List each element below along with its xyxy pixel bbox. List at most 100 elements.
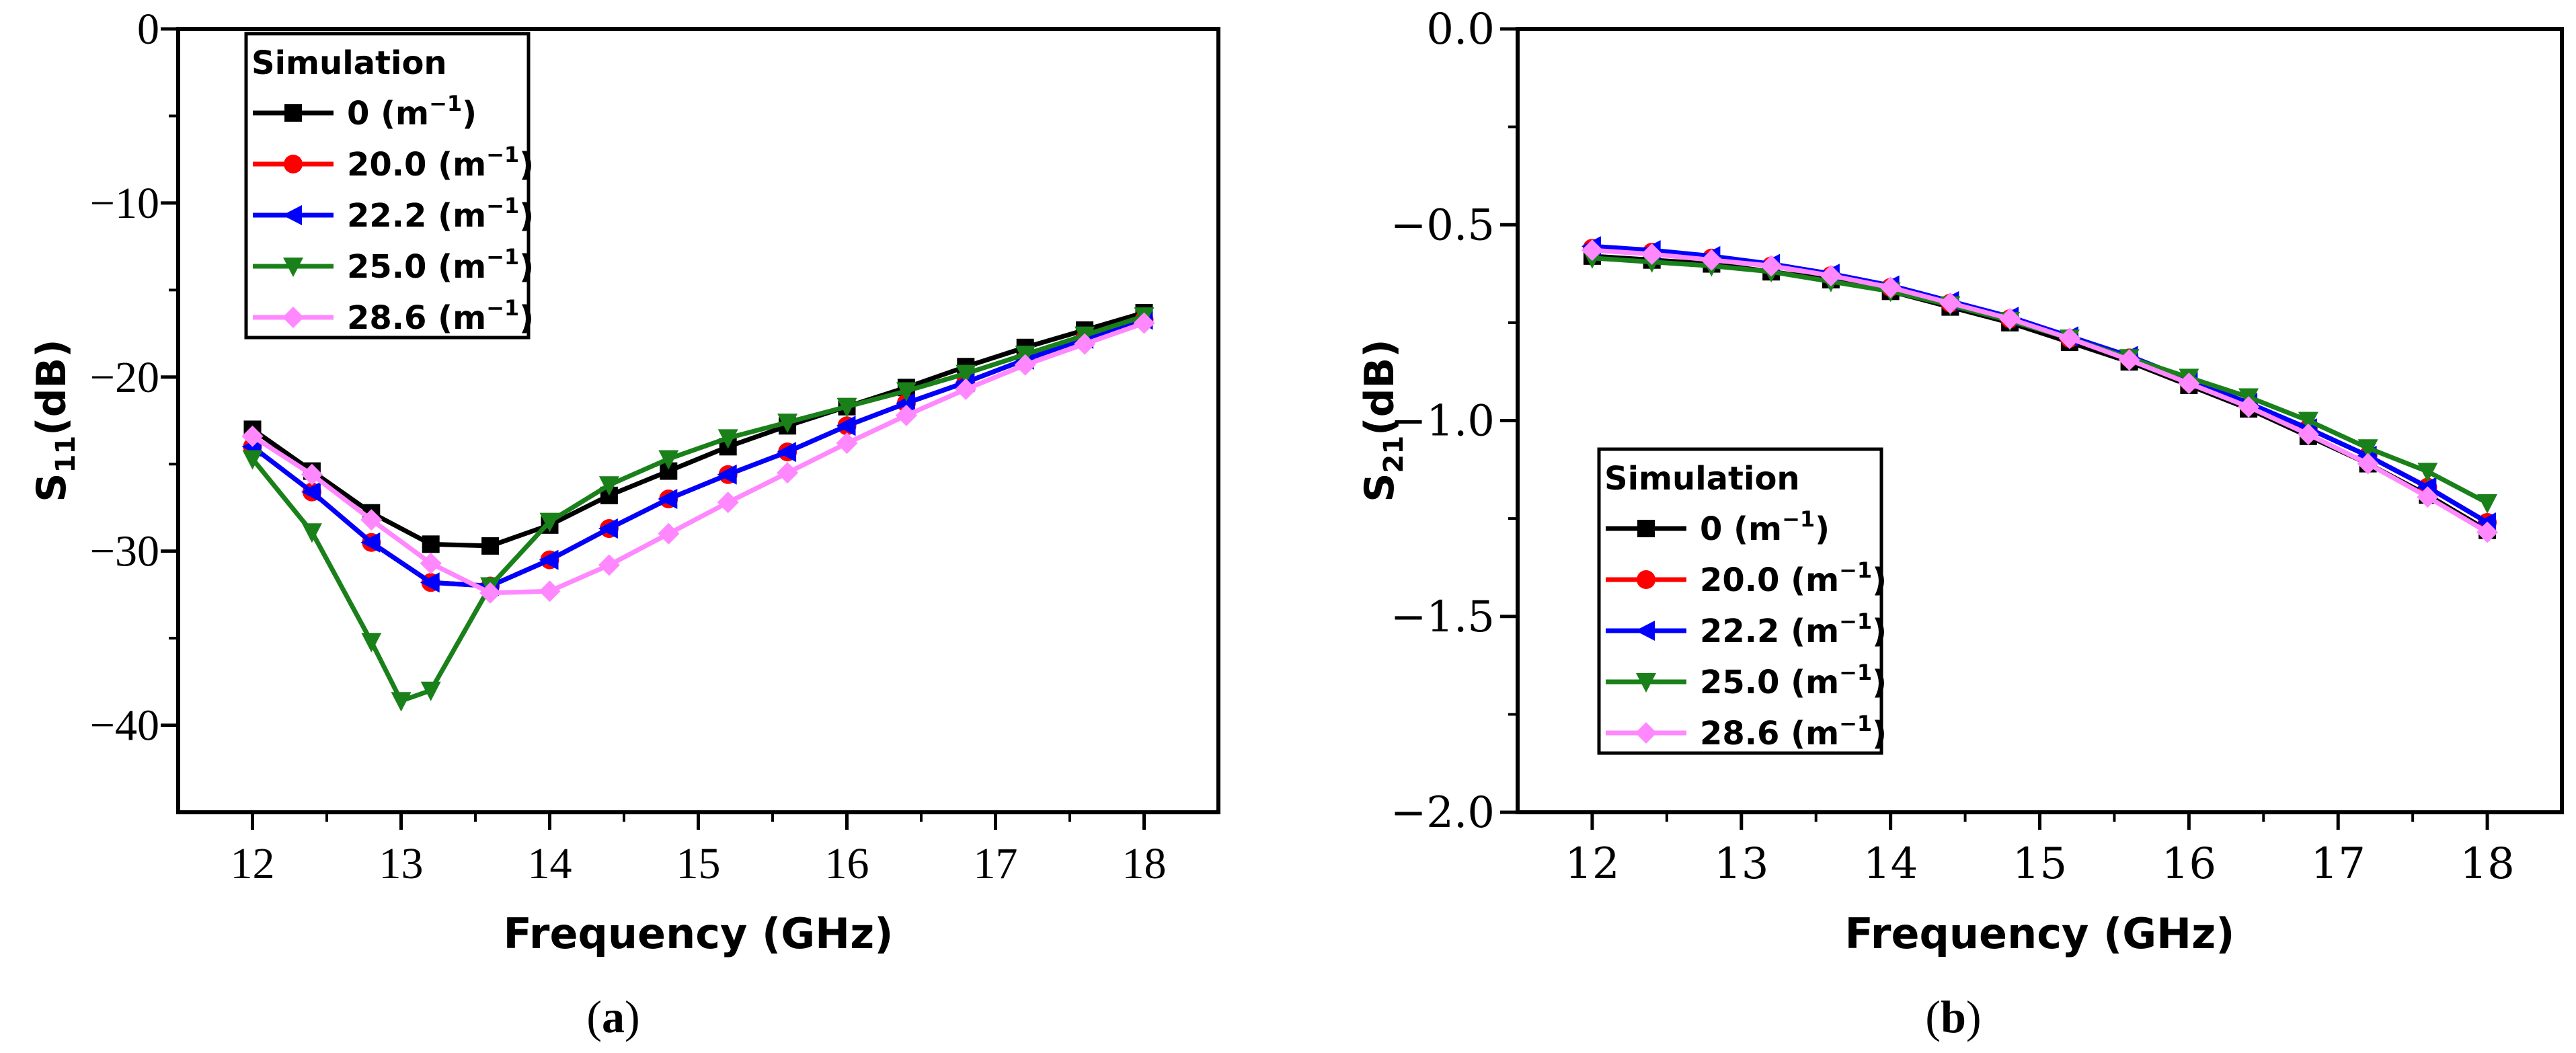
x-axis-label: Frequency (GHz) bbox=[503, 909, 893, 958]
x-tick-label: 15 bbox=[676, 839, 721, 888]
legend-item: 22.2 (m−1) bbox=[1606, 609, 1887, 650]
legend-label: 25.0 (m−1) bbox=[1700, 660, 1887, 701]
data-point bbox=[2058, 327, 2080, 350]
data-point bbox=[777, 462, 799, 484]
series-diamond bbox=[1581, 239, 2499, 543]
data-point bbox=[360, 532, 381, 553]
legend-label: 28.6 (m−1) bbox=[347, 295, 534, 337]
data-point bbox=[2417, 463, 2438, 483]
data-point bbox=[2298, 412, 2318, 432]
legend-label: 28.6 (m−1) bbox=[1700, 711, 1887, 752]
data-point bbox=[836, 416, 856, 436]
legend-label: 0 (m−1) bbox=[347, 91, 477, 132]
data-point bbox=[2238, 396, 2260, 418]
y-tick-label: 0 bbox=[137, 5, 159, 54]
data-point bbox=[2297, 423, 2319, 445]
legend-item: 20.0 (m−1) bbox=[1606, 557, 1887, 599]
y-tick-label: −10 bbox=[90, 179, 159, 228]
data-point bbox=[481, 537, 500, 555]
data-point bbox=[1581, 239, 1603, 262]
series-line bbox=[251, 317, 1145, 588]
legend-label: 0 (m−1) bbox=[1700, 506, 1830, 548]
legend-item: 0 (m−1) bbox=[253, 91, 477, 132]
y-axis-label: S11(dB) bbox=[28, 339, 81, 502]
data-point bbox=[1074, 333, 1096, 355]
data-point bbox=[301, 463, 323, 485]
data-point bbox=[717, 464, 737, 485]
data-point bbox=[895, 404, 917, 426]
y-tick-label: −0.5 bbox=[1391, 200, 1495, 250]
data-point bbox=[777, 442, 797, 463]
legend-item: 28.6 (m−1) bbox=[1606, 711, 1887, 752]
data-point bbox=[598, 518, 618, 539]
series-diamond bbox=[241, 312, 1155, 604]
data-point bbox=[1999, 308, 2021, 330]
legend-item: 20.0 (m−1) bbox=[253, 142, 534, 184]
data-point bbox=[361, 633, 382, 653]
series-line bbox=[251, 321, 1145, 596]
data-point bbox=[391, 692, 412, 712]
x-tick-label: 17 bbox=[974, 839, 1018, 888]
data-point bbox=[1939, 292, 1961, 314]
data-point bbox=[2357, 439, 2378, 459]
data-point bbox=[422, 535, 440, 553]
data-point bbox=[1701, 249, 1723, 271]
legend-marker bbox=[1635, 621, 1655, 641]
legend-title: Simulation bbox=[251, 44, 447, 82]
data-point bbox=[2476, 521, 2499, 543]
data-point bbox=[301, 481, 321, 502]
x-tick-label: 12 bbox=[231, 839, 275, 888]
legend-marker bbox=[284, 104, 302, 122]
data-point bbox=[539, 512, 560, 533]
data-point bbox=[955, 364, 976, 385]
legend-marker bbox=[1636, 673, 1656, 693]
series-group bbox=[1581, 236, 2499, 543]
panel-caption: (a) bbox=[586, 991, 639, 1042]
legend-marker bbox=[282, 205, 302, 225]
data-point bbox=[2357, 453, 2379, 475]
legend-label: 20.0 (m−1) bbox=[1700, 557, 1887, 599]
legend-marker bbox=[283, 258, 303, 277]
x-tick-label: 17 bbox=[2310, 839, 2365, 889]
x-tick-label: 14 bbox=[1863, 839, 1918, 889]
series-line bbox=[250, 313, 1145, 703]
legend: Simulation 0 (m−1) 20.0 (m−1) 22.2 (m−1) 25.… bbox=[1597, 447, 1887, 755]
y-tick-label: 0.0 bbox=[1426, 5, 1495, 54]
data-point bbox=[598, 554, 620, 576]
x-tick-label: 14 bbox=[528, 839, 572, 888]
series-line bbox=[251, 310, 1145, 549]
legend-label: 22.2 (m−1) bbox=[1700, 609, 1887, 650]
y-tick-label: −1.0 bbox=[1391, 397, 1495, 446]
data-point bbox=[955, 378, 977, 400]
panel-caption: (b) bbox=[1925, 991, 1981, 1042]
data-point bbox=[658, 450, 679, 470]
x-tick-label: 15 bbox=[2013, 839, 2067, 889]
legend-title: Simulation bbox=[1604, 460, 1800, 498]
legend-item: 0 (m−1) bbox=[1606, 506, 1830, 548]
x-axis-label: Frequency (GHz) bbox=[1844, 909, 2234, 958]
data-point bbox=[2417, 486, 2439, 508]
data-point bbox=[1760, 255, 1783, 277]
data-point bbox=[479, 582, 502, 604]
data-point bbox=[598, 476, 619, 496]
y-tick-label: −40 bbox=[90, 701, 159, 750]
x-tick-label: 18 bbox=[2460, 839, 2514, 889]
legend-marker bbox=[1637, 520, 1655, 537]
data-point bbox=[241, 425, 264, 447]
legend-item: 22.2 (m−1) bbox=[253, 193, 534, 235]
data-point bbox=[1820, 264, 1842, 286]
x-tick-label: 13 bbox=[379, 839, 424, 888]
y-tick-label: −1.5 bbox=[1391, 592, 1495, 642]
legend-marker bbox=[282, 307, 304, 328]
data-point bbox=[2178, 373, 2200, 395]
data-point bbox=[2118, 349, 2140, 371]
legend-label: 25.0 (m−1) bbox=[347, 244, 534, 286]
series-square bbox=[243, 303, 1153, 555]
legend-item: 25.0 (m−1) bbox=[253, 244, 534, 286]
data-point bbox=[2477, 494, 2498, 514]
y-tick-label: −20 bbox=[90, 353, 159, 402]
data-point bbox=[777, 414, 798, 434]
data-point bbox=[1879, 276, 1902, 299]
legend-box bbox=[244, 32, 531, 340]
